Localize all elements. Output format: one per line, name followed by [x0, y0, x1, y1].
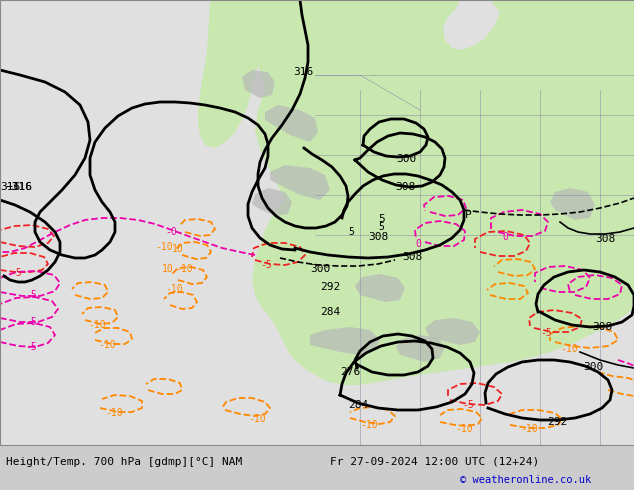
Text: 300: 300 — [396, 154, 417, 164]
Polygon shape — [270, 165, 330, 200]
Text: 308: 308 — [402, 252, 422, 262]
Polygon shape — [443, 0, 500, 50]
Text: 308: 308 — [592, 322, 612, 332]
Polygon shape — [210, 0, 634, 385]
Text: 5: 5 — [378, 222, 384, 232]
Text: 300: 300 — [310, 264, 330, 274]
Polygon shape — [0, 445, 634, 490]
Text: -10: -10 — [105, 408, 122, 418]
Text: 284: 284 — [320, 307, 340, 317]
Text: 284: 284 — [348, 400, 368, 410]
Text: 5: 5 — [348, 227, 354, 237]
Polygon shape — [265, 105, 318, 142]
Text: 308: 308 — [395, 182, 415, 192]
Text: -5: -5 — [260, 260, 272, 270]
Text: -5: -5 — [25, 342, 37, 352]
Text: 316: 316 — [0, 182, 20, 192]
Text: -10: -10 — [560, 344, 578, 354]
Text: -10: -10 — [88, 320, 106, 330]
Text: -10: -10 — [98, 340, 115, 350]
Polygon shape — [396, 335, 445, 362]
Text: -5: -5 — [462, 400, 474, 410]
Text: 292: 292 — [547, 417, 567, 427]
Text: -5: -5 — [25, 317, 37, 327]
Text: -5: -5 — [540, 328, 552, 338]
Text: © weatheronline.co.uk: © weatheronline.co.uk — [460, 475, 592, 485]
Text: 292: 292 — [320, 282, 340, 292]
Polygon shape — [530, 0, 634, 82]
Text: -10: -10 — [175, 264, 193, 274]
Polygon shape — [0, 0, 634, 445]
Polygon shape — [198, 0, 300, 148]
Text: -10: -10 — [520, 424, 538, 434]
Polygon shape — [290, 0, 634, 85]
Text: 308: 308 — [368, 232, 388, 242]
Text: 0: 0 — [415, 239, 421, 249]
Text: 300: 300 — [583, 362, 603, 372]
Text: -5: -5 — [25, 290, 37, 300]
Text: -10: -10 — [155, 242, 172, 252]
Text: -10: -10 — [455, 424, 472, 434]
Text: P: P — [465, 210, 472, 220]
Text: 276: 276 — [340, 367, 360, 377]
Text: 10: 10 — [162, 264, 174, 274]
Text: -5: -5 — [10, 268, 22, 278]
Text: -0: -0 — [165, 227, 177, 237]
Polygon shape — [252, 188, 292, 216]
Text: 316: 316 — [293, 67, 313, 77]
Text: Fr 27-09-2024 12:00 UTC (12+24): Fr 27-09-2024 12:00 UTC (12+24) — [330, 457, 540, 467]
Text: −316: −316 — [5, 182, 32, 192]
Text: 0: 0 — [502, 232, 508, 242]
Text: -10: -10 — [360, 420, 378, 430]
Text: −316: −316 — [5, 182, 32, 192]
Polygon shape — [425, 318, 480, 345]
Text: -10: -10 — [248, 414, 266, 424]
Text: -10: -10 — [165, 284, 183, 294]
Text: 10: 10 — [172, 244, 184, 254]
Text: 5: 5 — [378, 214, 385, 224]
Polygon shape — [242, 70, 275, 98]
Polygon shape — [310, 327, 380, 355]
Text: Height/Temp. 700 hPa [gdmp][°C] NAM: Height/Temp. 700 hPa [gdmp][°C] NAM — [6, 457, 242, 467]
Polygon shape — [550, 188, 595, 220]
Polygon shape — [355, 274, 405, 302]
Text: 308: 308 — [595, 234, 615, 244]
